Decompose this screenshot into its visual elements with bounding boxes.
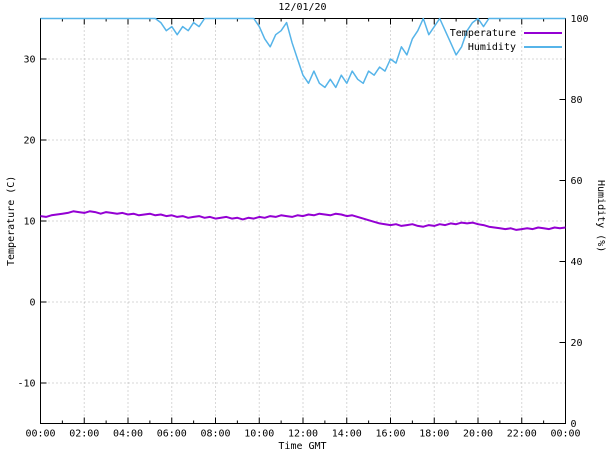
x-tick-label: 06:00	[157, 429, 187, 440]
chart-title: 12/01/20	[278, 2, 327, 13]
y-left-tick-label: 10	[23, 217, 35, 228]
x-tick-label: 02:00	[69, 429, 99, 440]
humidity-line-swatch	[524, 46, 562, 48]
y-right-tick-label: 20	[571, 338, 583, 349]
x-tick-label: 14:00	[332, 429, 362, 440]
y-right-tick-label: 0	[571, 419, 577, 430]
legend-label-temperature: Temperature	[449, 27, 516, 39]
y-right-tick-label: 100	[571, 14, 589, 25]
y-left-tick-label: 30	[23, 55, 35, 66]
legend-item-temperature: Temperature	[450, 26, 562, 40]
humidity-line	[40, 17, 566, 89]
x-tick-label: 00:00	[550, 429, 580, 440]
legend: Temperature Humidity	[450, 26, 562, 54]
y-left-tick-label: -10	[17, 379, 35, 390]
y-right-tick-label: 80	[571, 95, 583, 106]
temperature-line	[40, 210, 566, 231]
x-axis-label: Time GMT	[278, 441, 327, 452]
y-right-tick-label: 40	[571, 257, 583, 268]
x-tick-label: 16:00	[375, 429, 405, 440]
x-tick-label: 12:00	[288, 429, 318, 440]
legend-label-humidity: Humidity	[467, 41, 516, 53]
x-tick-label: 22:00	[507, 429, 537, 440]
x-tick-label: 00:00	[25, 429, 55, 440]
y-axis-right-label: Humidity (%)	[595, 180, 606, 253]
x-tick-label: 18:00	[419, 429, 449, 440]
y-left-tick-label: 20	[23, 136, 35, 147]
x-tick-label: 04:00	[113, 429, 143, 440]
y-axis-left-label: Temperature (C)	[6, 175, 17, 266]
x-tick-label: 20:00	[463, 429, 493, 440]
legend-item-humidity: Humidity	[450, 40, 562, 54]
x-tick-label: 08:00	[200, 429, 230, 440]
temperature-line-swatch	[524, 32, 562, 34]
y-left-tick-label: 0	[29, 298, 35, 309]
y-right-tick-label: 60	[571, 176, 583, 187]
x-tick-label: 10:00	[244, 429, 274, 440]
